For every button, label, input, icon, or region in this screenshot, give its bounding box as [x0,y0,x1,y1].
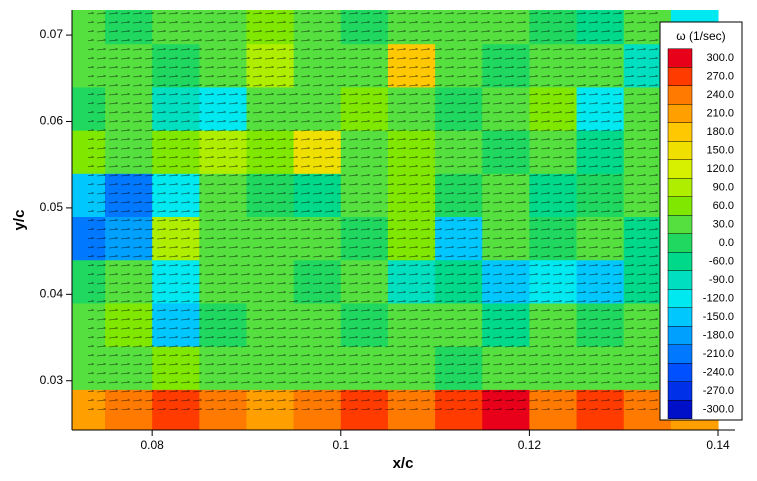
y-tick-label: 0.05 [40,200,64,214]
y-tick-label: 0.07 [40,27,64,41]
colorbar-swatch [668,345,692,364]
colorbar-swatch [668,271,692,290]
colorbar-label: -60.0 [709,255,734,267]
colorbar-swatch [668,363,692,382]
colorbar-swatch [668,86,692,105]
y-tick-label: 0.03 [40,373,64,387]
colorbar-swatch [668,160,692,179]
x-tick-label: 0.08 [140,438,164,452]
colorbar-label: -90.0 [709,274,734,286]
chart: x/c y/c ω (1/sec) 0.080.10.120.140.030.0… [0,0,757,476]
y-tick-label: 0.04 [40,286,64,300]
colorbar-swatch [668,67,692,86]
y-axis-label: y/c [11,210,28,231]
colorbar-swatch [668,234,692,253]
vector-field [88,10,660,410]
colorbar-label: -150.0 [703,311,734,323]
colorbar-label: -270.0 [703,385,734,397]
colorbar-label: -300.0 [703,403,734,415]
x-tick-label: 0.1 [332,438,349,452]
colorbar-label: 120.0 [706,163,734,175]
colorbar-swatch [668,400,692,419]
colorbar-label: 90.0 [713,181,734,193]
colorbar-label: 270.0 [706,70,734,82]
colorbar-swatch [668,197,692,216]
colorbar-swatch [668,49,692,68]
colorbar-swatch [668,326,692,345]
colorbar-label: 300.0 [706,52,734,64]
colorbar-label: 0.0 [719,237,734,249]
colorbar-swatch [668,252,692,271]
colorbar-title: ω (1/sec) [676,29,725,43]
colorbar-swatch [668,382,692,401]
colorbar-label: 210.0 [706,107,734,119]
colorbar-swatch [668,178,692,197]
y-tick-label: 0.06 [40,114,64,128]
x-tick-label: 0.14 [706,438,730,452]
colorbar-swatch [668,123,692,142]
colorbar-label: 60.0 [713,200,734,212]
colorbar-label: -180.0 [703,329,734,341]
colorbar-label: 30.0 [713,218,734,230]
colorbar-label: 240.0 [706,89,734,101]
colorbar-swatch [668,308,692,327]
colorbar-label: -210.0 [703,348,734,360]
colorbar-label: 180.0 [706,126,734,138]
colorbar-swatch [668,141,692,160]
colorbar-label: -120.0 [703,292,734,304]
colorbar-swatch [668,289,692,308]
colorbar-swatch [668,104,692,123]
x-axis-label: x/c [393,455,414,472]
x-tick-label: 0.12 [518,438,542,452]
colorbar-label: -240.0 [703,366,734,378]
colorbar-label: 150.0 [706,144,734,156]
colorbar-swatch [668,215,692,234]
